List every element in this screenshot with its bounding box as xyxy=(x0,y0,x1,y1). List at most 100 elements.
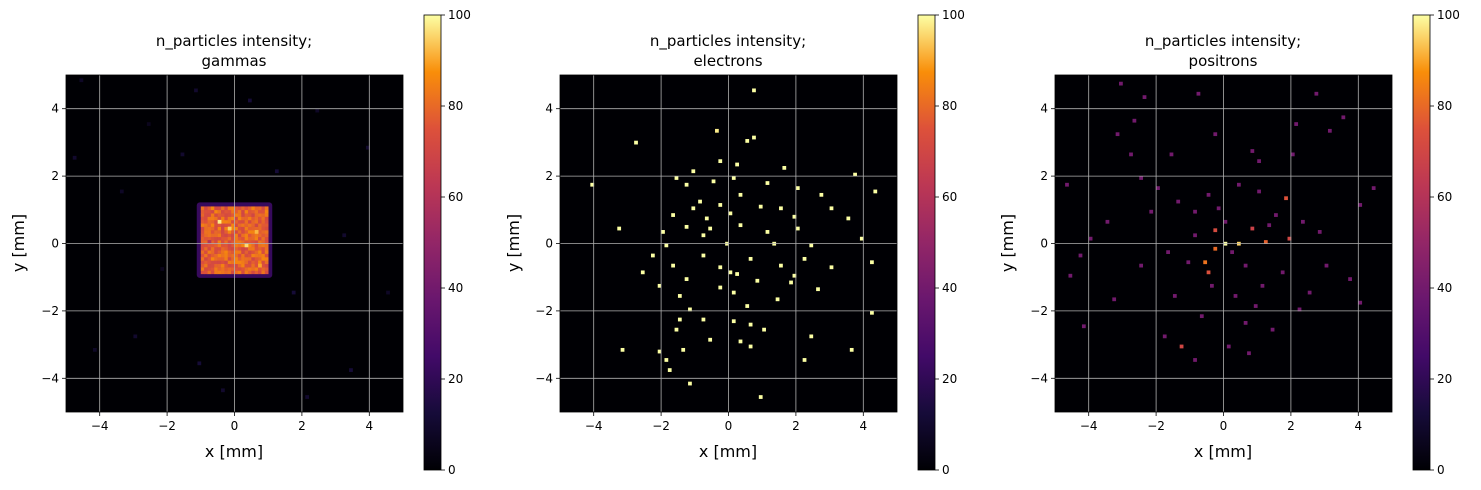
heatmap-cell xyxy=(1193,209,1197,214)
heatmap-cell xyxy=(809,243,814,248)
heatmap-cell xyxy=(1078,253,1083,258)
heatmap-cell xyxy=(1169,152,1174,157)
heatmap-cell xyxy=(258,240,262,244)
heatmap-cell xyxy=(708,226,713,231)
heatmap-cell xyxy=(207,230,212,234)
heatmap-cell xyxy=(274,169,279,174)
heatmap-cell xyxy=(247,243,252,248)
heatmap-cell xyxy=(752,88,756,93)
heatmap-cell xyxy=(204,250,208,254)
heatmap-cell xyxy=(1162,334,1167,339)
heatmap-cell xyxy=(748,256,753,261)
heatmap-cell xyxy=(247,98,252,103)
heatmap-cell xyxy=(1307,290,1312,295)
heatmap-cell xyxy=(258,260,262,265)
heatmap-cell xyxy=(264,267,269,271)
heatmap-cell xyxy=(640,270,645,275)
heatmap-cell xyxy=(244,270,249,275)
heatmap-cell xyxy=(1253,304,1258,308)
heatmap-cell xyxy=(254,223,259,227)
x-ticks: −4 −2 0 2 4 xyxy=(585,412,867,433)
heatmap-cell xyxy=(234,256,239,261)
colorbar-tick-label: 0 xyxy=(448,463,456,477)
heatmap-cell xyxy=(264,236,269,241)
heatmap-cell xyxy=(244,236,249,241)
heatmap-cell xyxy=(1156,186,1160,190)
heatmap-cell xyxy=(244,256,249,261)
heatmap-cell xyxy=(718,159,723,164)
heatmap-cell xyxy=(207,267,212,271)
heatmap-cell xyxy=(231,206,235,211)
heatmap-cell xyxy=(789,280,793,285)
heatmap-cell xyxy=(1314,91,1319,96)
heatmap-cell xyxy=(247,216,252,221)
heatmap-cell xyxy=(782,165,787,170)
heatmap-cell xyxy=(221,240,225,244)
heatmap-cell xyxy=(244,206,249,211)
heatmap-cell xyxy=(231,209,235,214)
heatmap-cell xyxy=(247,256,252,261)
heatmap-cell xyxy=(261,263,266,268)
heatmap-cell xyxy=(210,233,215,238)
chart-title-line2: electrons xyxy=(693,52,762,70)
heatmap-cell xyxy=(200,216,205,221)
x-tick-label: −2 xyxy=(652,419,670,433)
heatmap-cell xyxy=(1257,159,1261,164)
heatmap-cell xyxy=(1172,294,1177,298)
heatmap-cell xyxy=(251,233,256,238)
heatmap-cell xyxy=(244,213,249,217)
heatmap-cell xyxy=(210,260,215,265)
heatmap-cell xyxy=(681,347,686,352)
heatmap-cell xyxy=(227,270,232,275)
heatmap-cell xyxy=(261,236,266,241)
heatmap-cell xyxy=(231,226,235,231)
heatmap-cell xyxy=(1179,344,1184,349)
heatmap-cell xyxy=(231,240,235,244)
y-axis-label: y [mm] xyxy=(9,214,28,272)
heatmap-cell xyxy=(261,240,266,244)
heatmap-cell xyxy=(224,216,229,221)
heatmap-cell xyxy=(214,219,218,224)
heatmap-cell xyxy=(200,226,205,231)
heatmap-cell xyxy=(247,206,252,211)
heatmap-cell xyxy=(217,206,222,211)
heatmap-cell xyxy=(224,209,229,214)
colorbar-tick-label: 0 xyxy=(1437,463,1445,477)
heatmap-cell xyxy=(194,88,198,93)
heatmap-cell xyxy=(160,267,165,271)
heatmap-cell xyxy=(684,277,689,281)
heatmap-cell xyxy=(224,253,229,258)
heatmap-cell xyxy=(247,209,252,214)
colorbar-tick-label: 80 xyxy=(942,99,957,113)
heatmap-cell xyxy=(691,206,696,211)
heatmap-cell xyxy=(264,233,269,238)
heatmap-cell xyxy=(1088,236,1093,241)
heatmap-cell xyxy=(221,236,225,241)
heatmap-cell xyxy=(261,219,266,224)
heatmap-cell xyxy=(254,213,259,217)
heatmap-cell xyxy=(234,216,239,221)
heatmap-cell xyxy=(241,230,245,234)
heatmap-cell xyxy=(258,209,262,214)
heatmap-cell xyxy=(72,155,77,160)
heatmap-cell xyxy=(258,230,262,234)
heatmap-cell xyxy=(217,236,222,241)
heatmap-cell xyxy=(231,263,235,268)
heatmap-cell xyxy=(1247,351,1251,356)
heatmap-cell xyxy=(258,219,262,224)
heatmap-cell xyxy=(237,223,242,227)
heatmap-cell xyxy=(254,236,259,241)
heatmap-cell xyxy=(674,327,679,332)
heatmap-cell xyxy=(247,263,252,268)
heatmap-cell xyxy=(738,223,743,228)
heatmap-cell xyxy=(234,206,239,211)
heatmap-cell xyxy=(200,233,205,238)
heatmap-cell xyxy=(738,339,743,344)
heatmap-cell xyxy=(305,395,310,399)
heatmap-cell xyxy=(241,270,245,275)
heatmap-cell xyxy=(873,189,878,194)
heatmap-cell xyxy=(217,216,222,221)
heatmap-cell xyxy=(258,267,262,271)
heatmap-cell xyxy=(214,226,218,231)
